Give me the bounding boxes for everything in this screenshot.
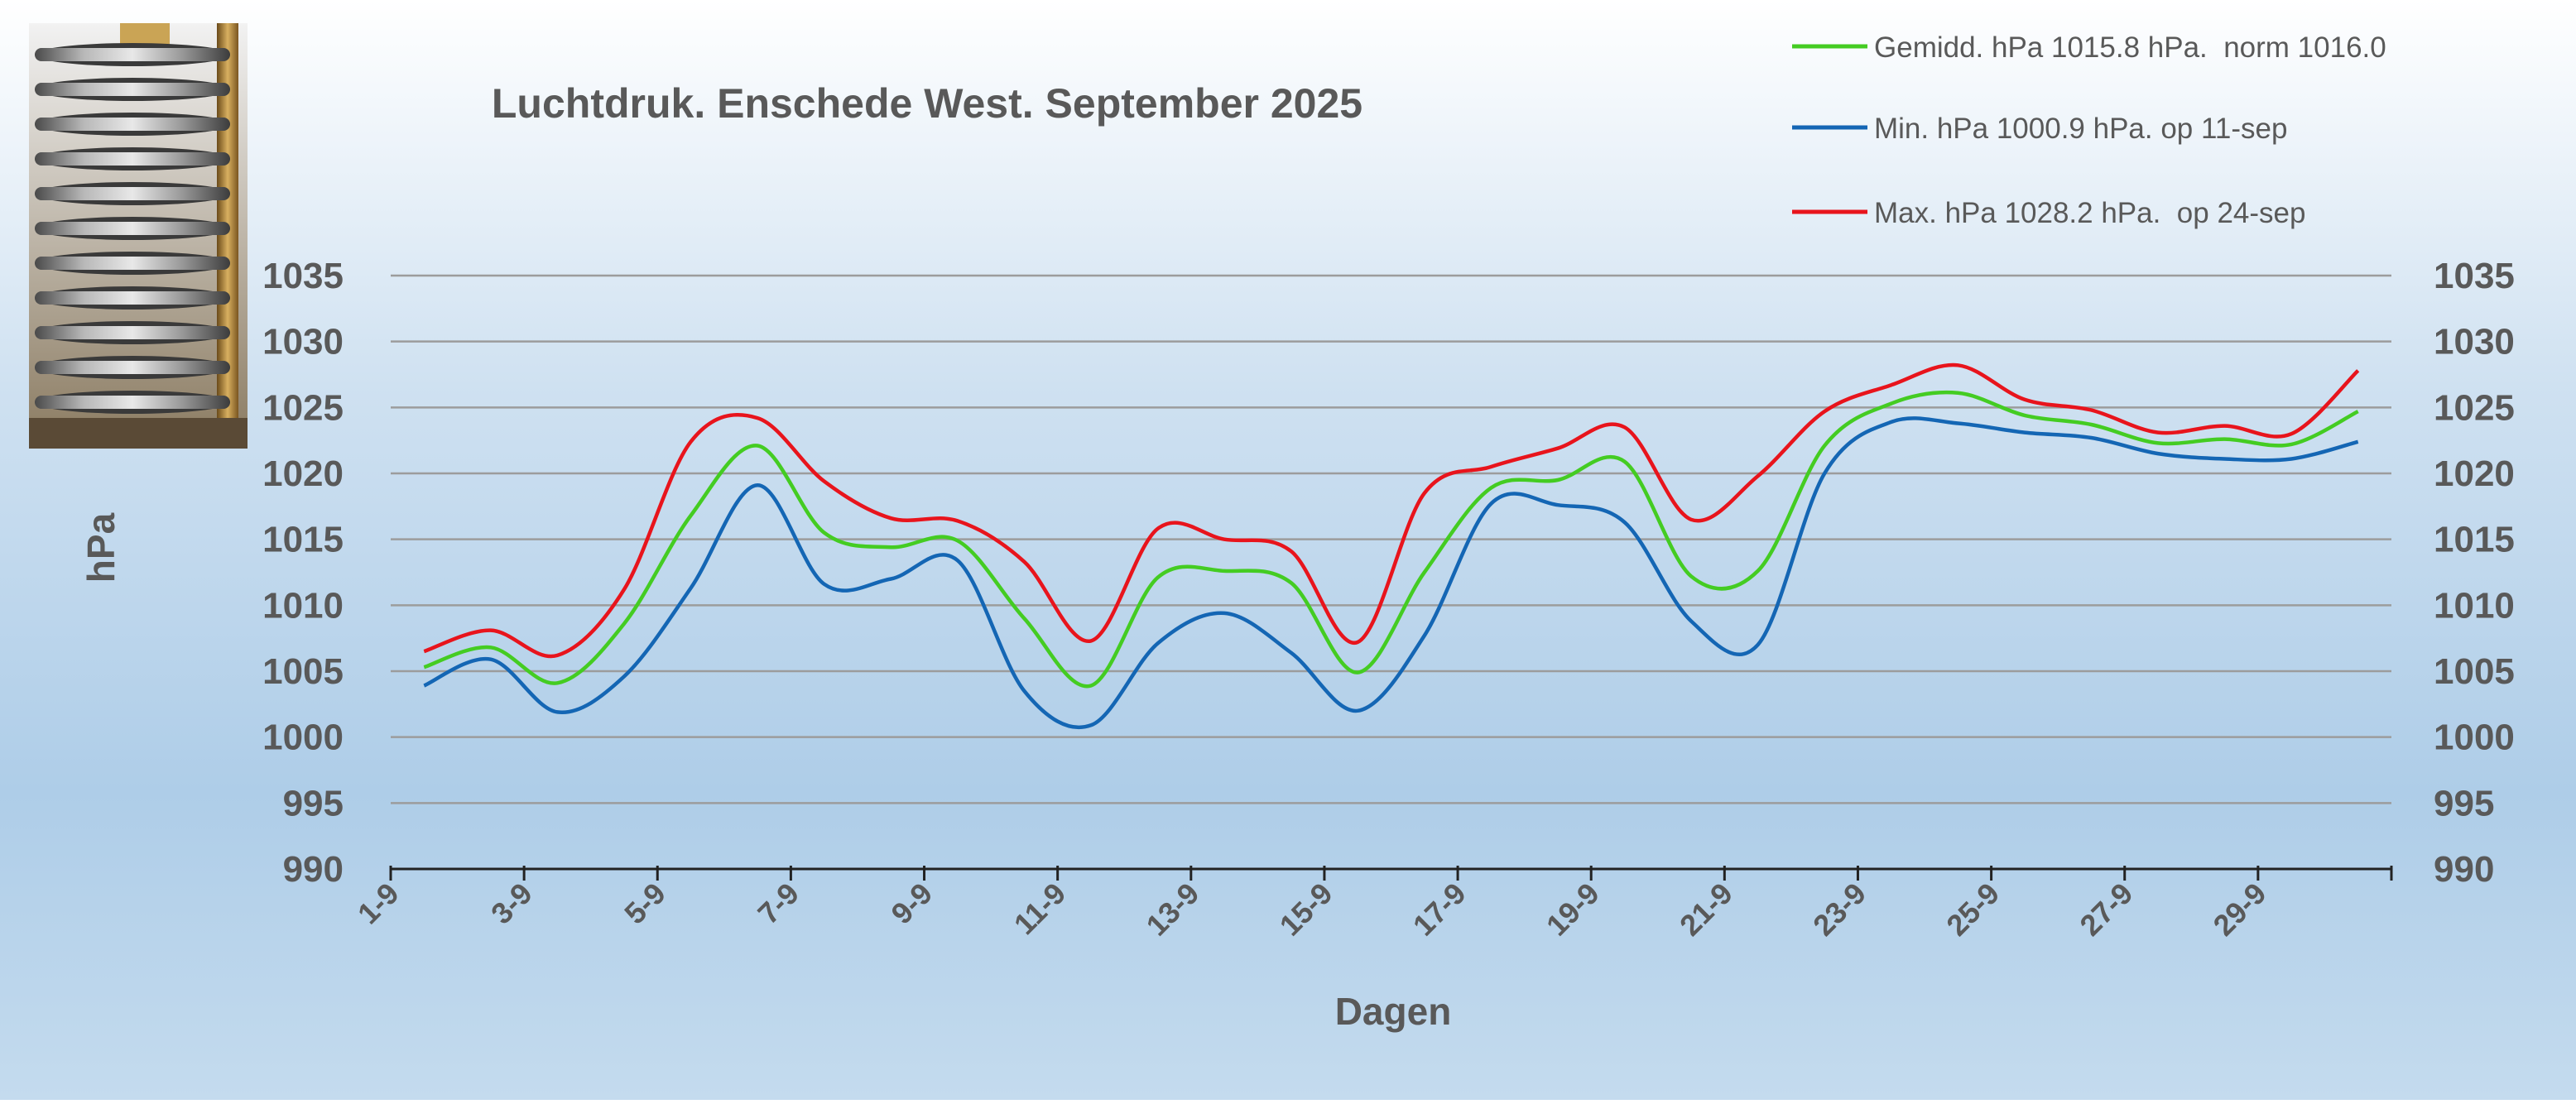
legend: Gemidd. hPa 1015.8 hPa. norm 1016.0 Min. …	[1792, 31, 2386, 229]
x-tick-label: 29-9	[2207, 876, 2273, 943]
y-tick-label-right: 1025	[2434, 387, 2515, 428]
y-tick-label-left: 1025	[262, 387, 344, 428]
x-axis-label: Dagen	[1335, 990, 1452, 1033]
y-tick-label-right: 1015	[2434, 520, 2515, 560]
x-tick-label: 3-9	[484, 876, 539, 931]
x-tick-label: 5-9	[618, 876, 672, 931]
y-axis-right: 990 995 1000 1005 1010 1015 1020 1025 1030 1035	[2434, 256, 2515, 890]
y-axis-left: 990 995 1000 1005 1010 1015 1020 1025 1030 1035	[262, 256, 344, 890]
x-tick-label: 23-9	[1806, 876, 1872, 943]
x-axis: 1-9 3-9 5-9 7-9 9-9 11-9 13-9 15-9 17-9 19-9 21-9 2…	[351, 866, 2393, 943]
chart-title: Luchtdruk. Enschede West. September 2025	[492, 80, 1362, 127]
series-line-average	[423, 390, 2359, 689]
y-tick-label-left: 1015	[262, 520, 344, 560]
legend-item: Max. hPa 1028.2 hPa. op 24-sep	[1792, 197, 2305, 229]
legend-label: Min. hPa 1000.9 hPa. op 11-sep	[1874, 113, 2287, 145]
y-tick-label-right: 1005	[2434, 651, 2515, 692]
x-tick-label: 15-9	[1273, 876, 1339, 943]
x-tick-label: 1-9	[351, 876, 406, 931]
x-tick-label: 13-9	[1140, 876, 1206, 943]
legend-item: Min. hPa 1000.9 hPa. op 11-sep	[1792, 113, 2287, 145]
x-tick-label: 25-9	[1939, 876, 2006, 943]
y-tick-label-left: 1035	[262, 256, 344, 296]
series-line-max	[423, 362, 2360, 659]
barometer-photo	[29, 23, 248, 449]
y-tick-label-left: 1030	[262, 322, 344, 362]
x-tick-label: 7-9	[751, 876, 805, 931]
y-tick-label-right: 1010	[2434, 585, 2515, 626]
y-tick-label-right: 1000	[2434, 718, 2515, 758]
x-tick-label: 9-9	[884, 876, 939, 931]
y-tick-label-right: 1030	[2434, 322, 2515, 362]
y-tick-label-left: 1010	[262, 585, 344, 626]
y-tick-label-right: 990	[2434, 849, 2494, 890]
legend-label: Max. hPa 1028.2 hPa. op 24-sep	[1874, 197, 2305, 229]
gridlines	[391, 274, 2391, 804]
y-axis-label: hPa	[79, 512, 123, 583]
x-tick-label: 11-9	[1007, 876, 1073, 942]
x-tick-label: 19-9	[1540, 876, 1606, 943]
y-tick-label-left: 1020	[262, 454, 344, 494]
x-tick-label: 17-9	[1406, 876, 1473, 943]
y-tick-label-right: 1035	[2434, 256, 2515, 296]
y-tick-label-left: 1005	[262, 651, 344, 692]
y-tick-label-left: 990	[283, 849, 344, 890]
series-line-min	[423, 416, 2359, 730]
y-tick-label-left: 1000	[262, 718, 344, 758]
y-tick-label-left: 995	[283, 783, 344, 823]
legend-item: Gemidd. hPa 1015.8 hPa. norm 1016.0	[1792, 31, 2386, 64]
y-tick-label-right: 1020	[2434, 454, 2515, 494]
series-lines	[423, 362, 2360, 730]
x-tick-label: 21-9	[1673, 876, 1739, 943]
legend-label: Gemidd. hPa 1015.8 hPa. norm 1016.0	[1874, 31, 2386, 64]
x-tick-label: 27-9	[2073, 876, 2139, 943]
y-tick-label-right: 995	[2434, 783, 2494, 823]
